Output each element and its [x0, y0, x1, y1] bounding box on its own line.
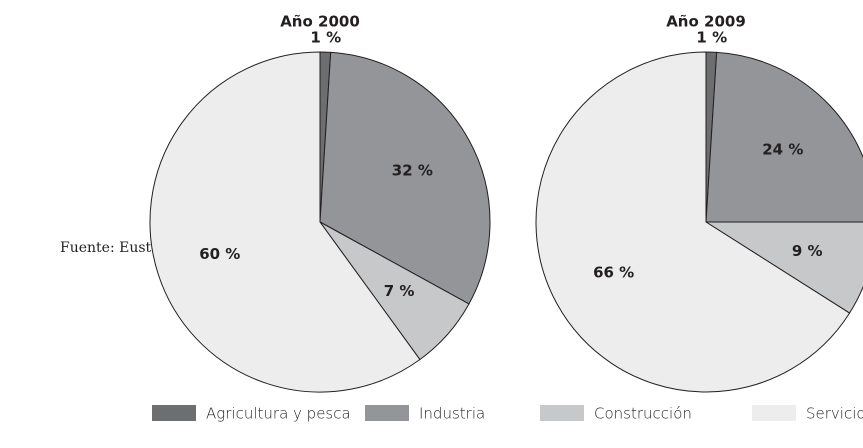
value-label: 1 % — [696, 29, 727, 47]
chart-title: Año 2000 — [280, 13, 360, 31]
value-label: 7 % — [384, 282, 415, 300]
pie-slice — [705, 51, 863, 223]
legend-swatch — [752, 405, 796, 421]
pie-slice — [149, 51, 421, 393]
legend-label: Industria — [419, 405, 485, 423]
legend-swatch — [152, 405, 196, 421]
value-label: 32 % — [392, 162, 433, 180]
legend-swatch — [365, 405, 409, 421]
value-label: 60 % — [199, 245, 240, 263]
pie-slice — [319, 51, 491, 305]
value-label: 24 % — [762, 140, 803, 158]
legend-label: Agricultura y pesca — [206, 405, 351, 423]
pie-slice — [704, 221, 863, 314]
chart-title: Año 2009 — [666, 13, 746, 31]
legend-label: Servicios — [806, 405, 863, 423]
value-label: 9 % — [792, 242, 823, 260]
source: Fuente: Eustat — [60, 240, 166, 256]
value-label: 66 % — [593, 263, 634, 281]
legend-label: Construcción — [594, 405, 692, 423]
legend-swatch — [540, 405, 584, 421]
value-label: 1 % — [310, 29, 341, 47]
pie-slice — [535, 51, 851, 393]
